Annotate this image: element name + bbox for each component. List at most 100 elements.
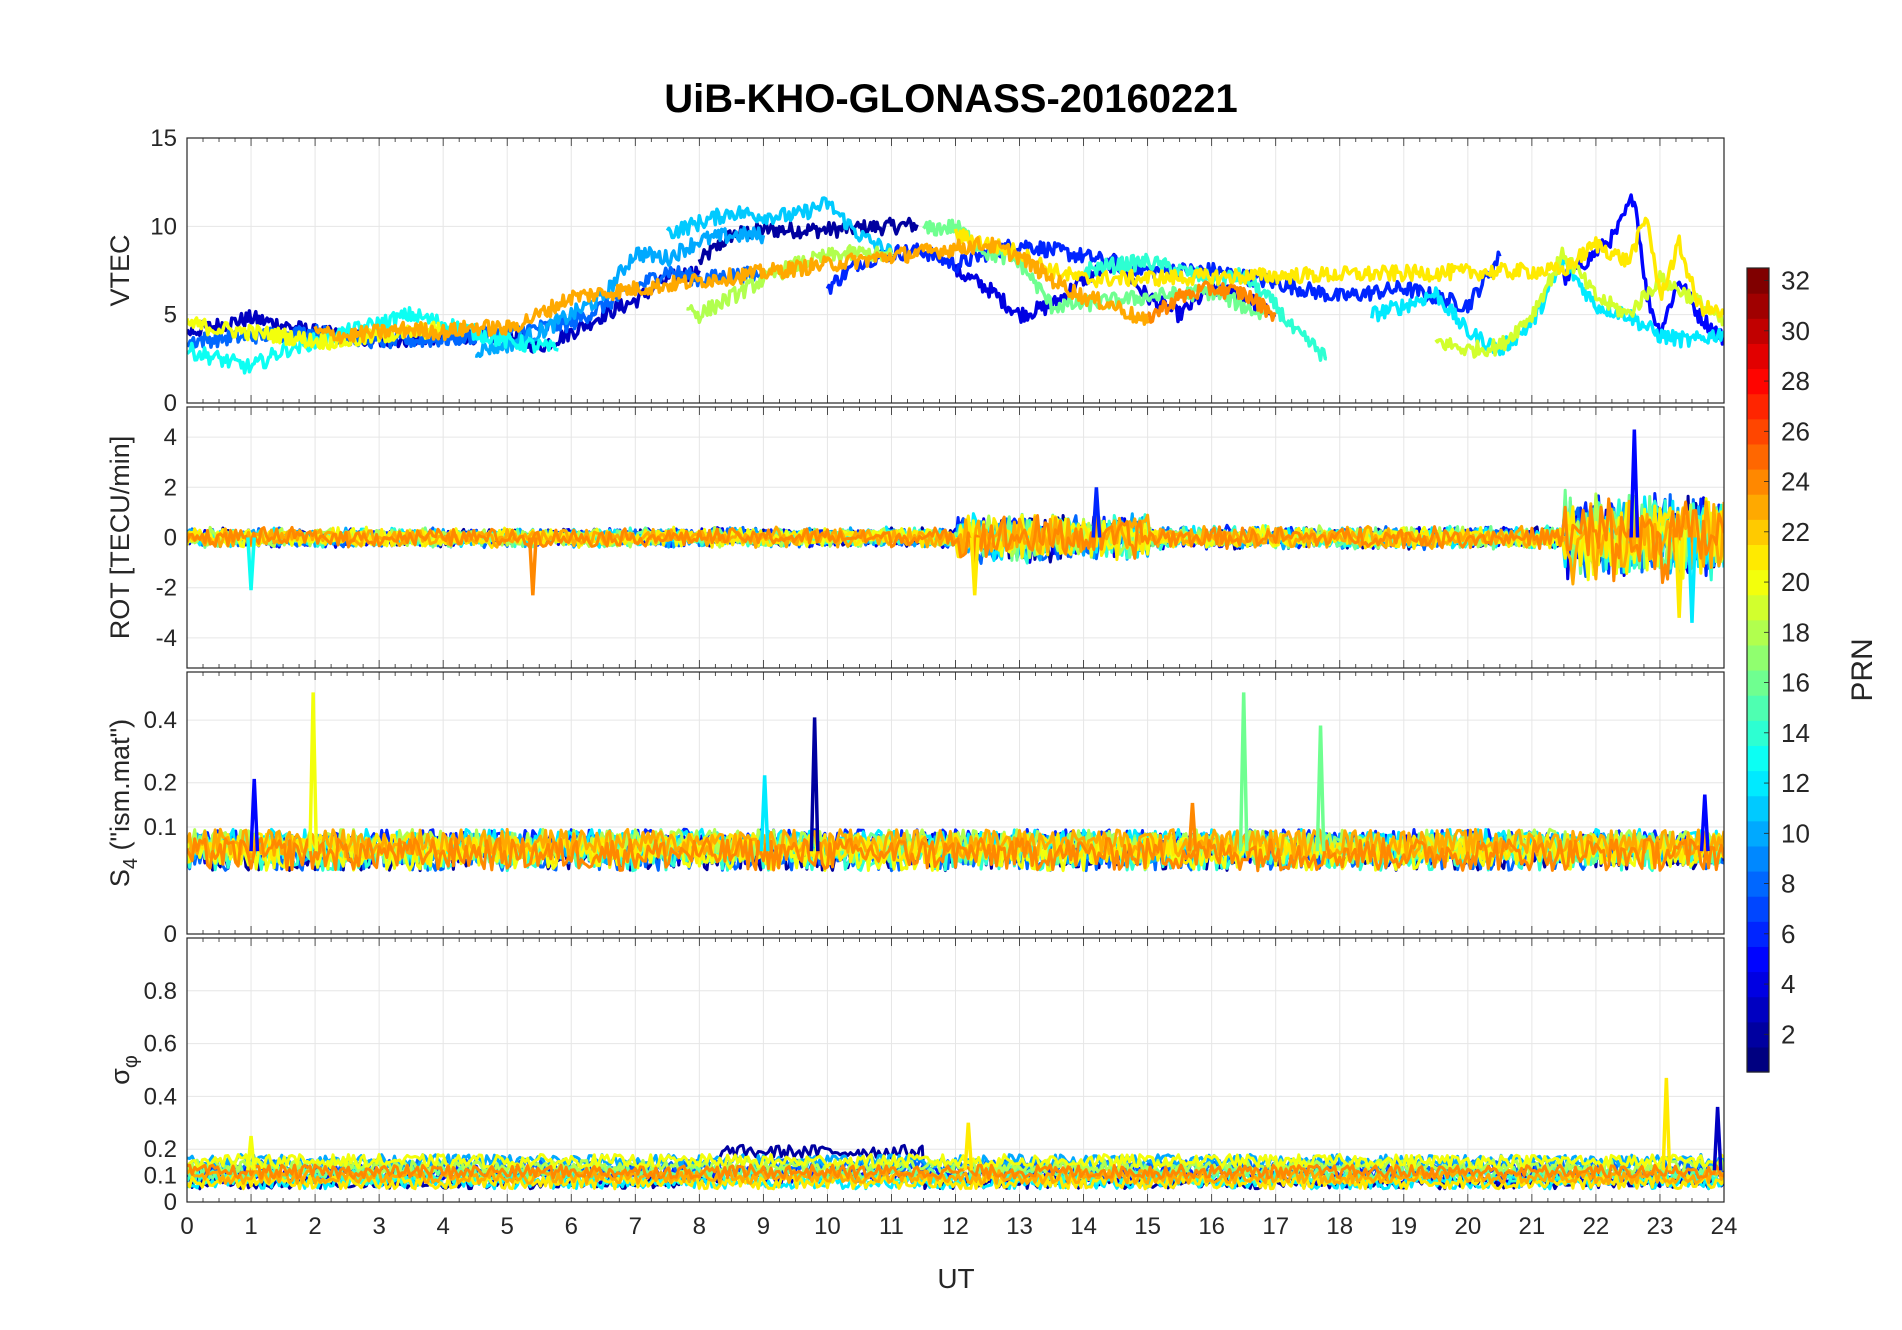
minor-ticks xyxy=(186,407,1725,668)
y-tick-label: 0.4 xyxy=(144,707,177,734)
spike-prn-20 xyxy=(308,692,319,852)
x-tick-label: 3 xyxy=(372,1213,385,1240)
y-tick-label: 0.6 xyxy=(144,1031,177,1058)
data-lines xyxy=(187,193,1724,375)
panel-1: 0 5 10 15 VTEC xyxy=(105,125,1725,417)
colorbar-step xyxy=(1747,293,1769,319)
spike-prn-5 xyxy=(1629,429,1640,538)
y-tick-label: 4 xyxy=(164,424,177,451)
x-tick-label: 18 xyxy=(1326,1213,1353,1240)
x-tick-label: 20 xyxy=(1454,1213,1481,1240)
y-tick-label: 0 xyxy=(164,525,177,552)
colorbar-frame xyxy=(1746,267,1770,1073)
colorbar-tick-label: 4 xyxy=(1781,969,1795,999)
series-prn-8 xyxy=(187,265,766,350)
colorbar-tick-label: 26 xyxy=(1781,416,1810,446)
colorbar-step xyxy=(1747,594,1769,621)
y-tick-label: 2 xyxy=(164,474,177,501)
colorbar-tick-label: 28 xyxy=(1781,366,1810,396)
y-tick-label: 10 xyxy=(150,213,177,240)
colorbar-step xyxy=(1747,1021,1769,1048)
x-tick-label: 22 xyxy=(1583,1213,1610,1240)
y-tick-label: 0.1 xyxy=(144,1163,177,1190)
y-axis-label: ROT [TECU/min] xyxy=(105,436,135,640)
x-tick-label: 0 xyxy=(180,1213,193,1240)
colorbar-step xyxy=(1747,418,1769,445)
colorbar-step xyxy=(1747,946,1769,973)
colorbar-tick-label: 30 xyxy=(1781,316,1810,346)
colorbar-step xyxy=(1747,770,1769,797)
spike-prn-21 xyxy=(1674,537,1685,618)
colorbar-step xyxy=(1747,469,1769,495)
y-tick-label: 0.2 xyxy=(144,770,177,797)
grid xyxy=(186,672,1725,935)
x-tick-label: 6 xyxy=(565,1213,578,1240)
y-tick-label: 0 xyxy=(164,921,177,948)
y-axis-label: S4 ("ism.mat") xyxy=(105,719,142,887)
y-tick-label: 0.8 xyxy=(144,978,177,1005)
y-tick-label: 0.4 xyxy=(144,1083,177,1110)
colorbar-step xyxy=(1747,871,1769,897)
spike-prn-21 xyxy=(963,1122,974,1171)
x-tick-label: 19 xyxy=(1390,1213,1417,1240)
minor-ticks xyxy=(186,938,1725,1202)
colorbar-tick-label: 18 xyxy=(1781,617,1810,647)
y-tick-label: 15 xyxy=(150,125,177,152)
colorbar-tick-label: 22 xyxy=(1781,517,1810,547)
x-tick-label: 12 xyxy=(942,1213,969,1240)
colorbar-step xyxy=(1747,393,1769,420)
colorbar-step xyxy=(1747,845,1769,872)
series-prn-11 xyxy=(665,196,894,257)
series-prn-23 xyxy=(313,236,1150,345)
spike-prn-12 xyxy=(1687,537,1697,623)
series-prn-19 xyxy=(1434,246,1724,359)
spike-prn-16 xyxy=(1315,725,1326,852)
colorbar-step xyxy=(1747,343,1769,370)
colorbar-step xyxy=(1747,896,1769,922)
colorbar-step xyxy=(1747,619,1769,646)
colorbar-step xyxy=(1747,695,1769,721)
spike-prn-12 xyxy=(759,775,770,852)
x-tick-label: 5 xyxy=(501,1213,514,1240)
minor-ticks xyxy=(186,672,1725,934)
colorbar-step xyxy=(1747,820,1769,847)
y-tick-label: 0.1 xyxy=(144,814,177,841)
y-axis-label: VTEC xyxy=(105,234,135,306)
colorbar-tick-label: 16 xyxy=(1781,668,1810,698)
colorbar-step xyxy=(1747,720,1769,746)
colorbar-tick-label: 10 xyxy=(1781,818,1810,848)
data-lines xyxy=(187,1077,1724,1191)
panel-2: -4 -2 0 2 4 ROT [TECU/min] xyxy=(105,406,1725,669)
noise-prn-21 xyxy=(187,1174,1724,1191)
colorbar-step xyxy=(1747,519,1769,545)
colorbar-step xyxy=(1747,318,1769,344)
panel-3: 0 0.1 0.2 0.4S4 ("ism.mat") xyxy=(105,671,1725,948)
spike-prn-20 xyxy=(246,1135,256,1171)
x-tick-label: 2 xyxy=(308,1213,321,1240)
colorbar-tick-label: 14 xyxy=(1781,718,1810,748)
x-tick-label: 24 xyxy=(1711,1213,1738,1240)
series-prn-24 xyxy=(1146,280,1277,324)
spike-prn-3 xyxy=(1712,1106,1723,1171)
colorbar-step xyxy=(1747,368,1769,395)
spike-prn-2 xyxy=(809,717,820,852)
x-tick-label: 14 xyxy=(1070,1213,1097,1240)
y-tick-label: 0 xyxy=(164,390,177,417)
x-tick-label: 15 xyxy=(1134,1213,1161,1240)
x-tick-label: 21 xyxy=(1519,1213,1546,1240)
colorbar-tick-label: 6 xyxy=(1781,919,1795,949)
colorbar-step xyxy=(1747,569,1769,596)
x-tick-label: 1 xyxy=(244,1213,257,1240)
colorbar-label: PRN xyxy=(1846,638,1879,701)
series-prn-21 xyxy=(953,216,1724,319)
x-tick-label: 10 xyxy=(814,1213,841,1240)
x-tick-label: 13 xyxy=(1006,1213,1033,1240)
spike-prn-6 xyxy=(1091,487,1102,538)
spike-prn-13 xyxy=(246,537,256,591)
colorbar-step xyxy=(1747,996,1769,1023)
colorbar-step xyxy=(1747,921,1769,947)
